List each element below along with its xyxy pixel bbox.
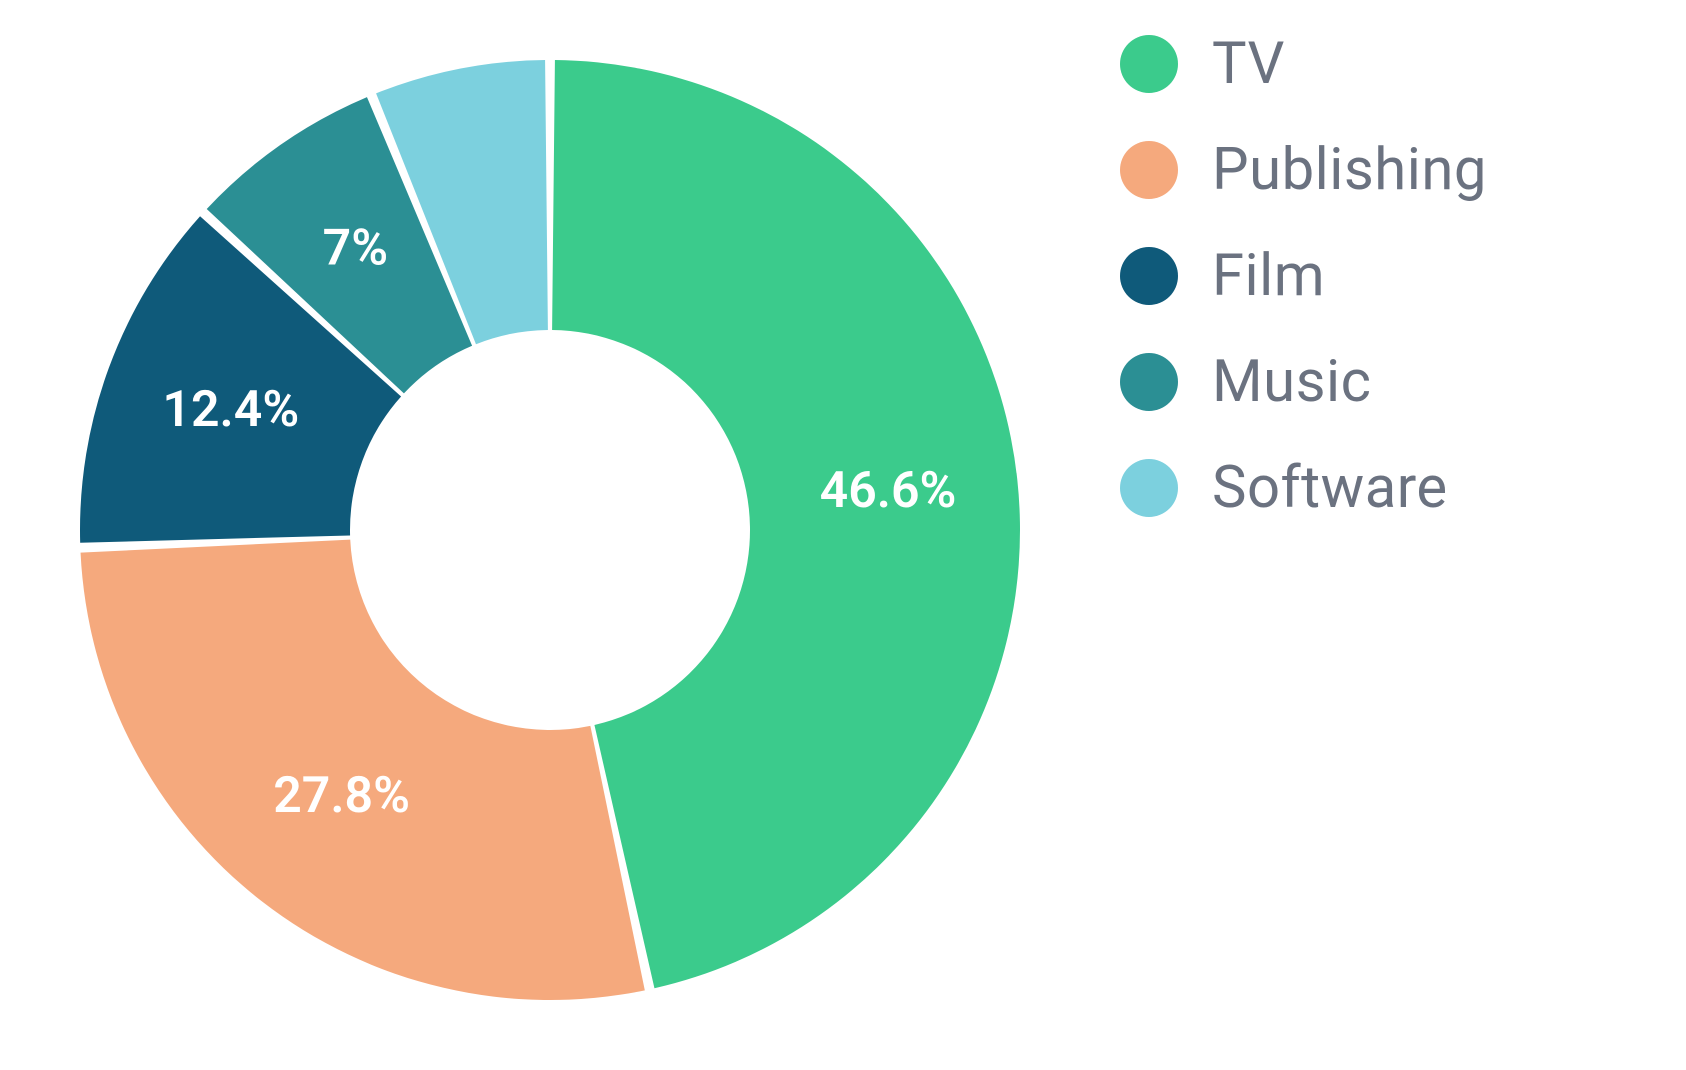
legend-swatch-tv: [1120, 35, 1178, 93]
legend-label-publishing: Publishing: [1212, 136, 1487, 204]
legend-item-software: Software: [1120, 454, 1487, 522]
legend-item-film: Film: [1120, 242, 1487, 310]
slice-label-publishing: 27.8%: [273, 767, 410, 825]
legend-item-music: Music: [1120, 348, 1487, 416]
donut-chart-svg: 46.6% 27.8% 12.4% 7%: [40, 20, 1060, 1040]
donut-slice-tv: [552, 60, 1020, 988]
legend-label-tv: TV: [1212, 30, 1285, 98]
slice-label-tv: 46.6%: [820, 462, 957, 520]
legend-label-software: Software: [1212, 454, 1448, 522]
legend-swatch-publishing: [1120, 141, 1178, 199]
legend-label-film: Film: [1212, 242, 1325, 310]
legend-label-music: Music: [1212, 348, 1372, 416]
slice-label-music: 7%: [323, 219, 388, 277]
slice-label-film: 12.4%: [162, 381, 299, 439]
legend-swatch-film: [1120, 247, 1178, 305]
legend-item-tv: TV: [1120, 30, 1487, 98]
legend-item-publishing: Publishing: [1120, 136, 1487, 204]
legend: TV Publishing Film Music Software: [1120, 30, 1487, 560]
donut-chart: 46.6% 27.8% 12.4% 7%: [40, 20, 1060, 1040]
chart-container: 46.6% 27.8% 12.4% 7% TV Publishing Film Mus…: [0, 0, 1686, 1070]
legend-swatch-music: [1120, 353, 1178, 411]
legend-swatch-software: [1120, 459, 1178, 517]
